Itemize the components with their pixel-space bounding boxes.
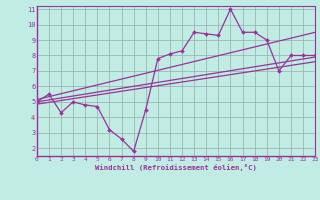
X-axis label: Windchill (Refroidissement éolien,°C): Windchill (Refroidissement éolien,°C) <box>95 164 257 171</box>
